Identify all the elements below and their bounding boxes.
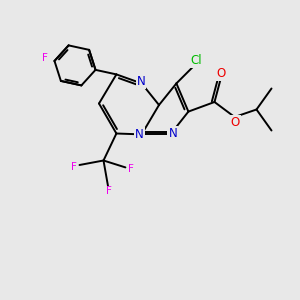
Text: N: N [135,128,144,141]
Text: Cl: Cl [190,54,202,68]
Text: O: O [217,67,226,80]
Text: N: N [168,127,177,140]
Text: F: F [106,186,112,197]
Text: F: F [42,53,47,63]
Text: F: F [128,164,134,174]
Text: N: N [136,75,146,88]
Text: O: O [231,116,240,129]
Text: F: F [71,161,77,172]
